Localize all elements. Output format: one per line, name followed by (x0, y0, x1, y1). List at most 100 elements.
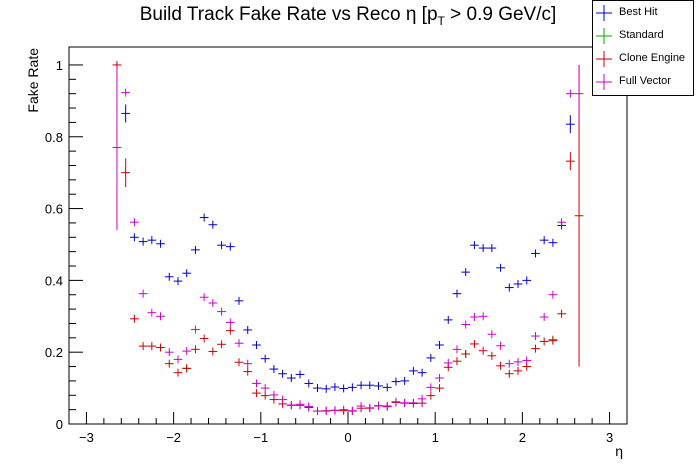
x-tick-label: 1 (432, 430, 439, 445)
legend-label: Full Vector (619, 75, 671, 87)
data-point (330, 406, 340, 415)
data-point (199, 293, 209, 302)
y-tick-label: 0.8 (45, 130, 63, 145)
data-point (339, 384, 348, 393)
data-point (574, 64, 584, 123)
data-point (496, 263, 505, 272)
data-point (339, 405, 348, 414)
data-point (461, 320, 471, 329)
data-point (539, 236, 549, 245)
data-point (470, 339, 479, 348)
data-point (365, 403, 375, 412)
data-point (435, 374, 444, 383)
data-point (173, 355, 183, 364)
data-point (565, 89, 575, 98)
data-point (121, 158, 131, 188)
data-point (182, 347, 192, 356)
legend-entry: Clone Engine (593, 48, 693, 70)
data-point (522, 356, 532, 365)
x-axis-label: η (615, 443, 623, 459)
data-point (295, 400, 305, 409)
data-point (164, 348, 174, 357)
data-point (409, 398, 418, 407)
y-axis-label: Fake Rate (25, 48, 41, 113)
data-point (321, 384, 331, 393)
data-point (496, 341, 505, 350)
data-point (313, 384, 322, 393)
data-point (130, 314, 139, 323)
y-tick-label: 0.6 (45, 202, 63, 217)
plot-frame (68, 46, 628, 425)
data-point (130, 233, 139, 242)
data-point (382, 383, 392, 392)
data-point (191, 245, 200, 254)
data-point (417, 368, 427, 377)
chart-title: Build Track Fake Rate vs Reco η [pT > 0.… (0, 4, 696, 28)
data-point (356, 381, 366, 390)
data-point (426, 383, 436, 392)
data-point (199, 334, 209, 343)
data-point (504, 369, 514, 378)
data-point (156, 312, 165, 321)
data-point (348, 383, 357, 392)
data-point (208, 220, 218, 229)
y-tick-label: 0 (56, 417, 63, 432)
data-point (504, 283, 514, 292)
data-point (565, 115, 575, 134)
data-point (374, 381, 383, 390)
data-point (234, 296, 244, 305)
data-point (487, 244, 497, 253)
data-point (374, 402, 383, 411)
data-point (286, 400, 296, 409)
legend-marker-icon (596, 74, 612, 90)
x-tick-label: 0 (344, 430, 351, 445)
data-point (295, 370, 305, 379)
data-point (286, 374, 296, 383)
data-point (138, 237, 148, 246)
data-point (548, 336, 558, 345)
chart-title-main: Build Track Fake Rate vs Reco η [p (139, 4, 438, 25)
legend-marker-icon (596, 5, 612, 21)
data-point (225, 318, 235, 327)
data-point (539, 337, 549, 346)
data-point (243, 359, 253, 368)
legend-entry: Best Hit (593, 2, 693, 24)
data-point (225, 326, 235, 335)
data-point (130, 218, 139, 227)
data-point (278, 369, 287, 378)
data-point (417, 394, 427, 403)
data-point (191, 345, 200, 354)
data-point (400, 376, 410, 385)
y-tick-label: 0.4 (45, 273, 63, 288)
data-point (391, 377, 401, 386)
data-point (121, 88, 131, 97)
data-point (252, 379, 261, 388)
legend-label: Clone Engine (619, 52, 686, 64)
data-point (304, 379, 314, 388)
data-point (557, 309, 566, 318)
data-point (269, 390, 279, 399)
data-point (321, 407, 331, 416)
data-point (330, 383, 340, 392)
data-point (156, 343, 165, 352)
data-point (443, 358, 453, 367)
data-point (121, 104, 131, 123)
data-point (522, 276, 532, 285)
data-point (461, 268, 471, 277)
data-point (217, 241, 226, 250)
data-point (452, 289, 462, 298)
data-point (504, 359, 514, 368)
data-point (443, 315, 453, 324)
data-point (435, 341, 444, 350)
data-point (252, 389, 261, 398)
data-point (452, 345, 462, 354)
x-tick-label: −1 (253, 430, 268, 445)
data-point (565, 152, 575, 171)
data-point (138, 289, 148, 298)
data-point (478, 244, 488, 253)
data-point (217, 340, 226, 349)
data-point (513, 279, 523, 288)
data-point (478, 346, 488, 355)
data-point (164, 272, 174, 281)
